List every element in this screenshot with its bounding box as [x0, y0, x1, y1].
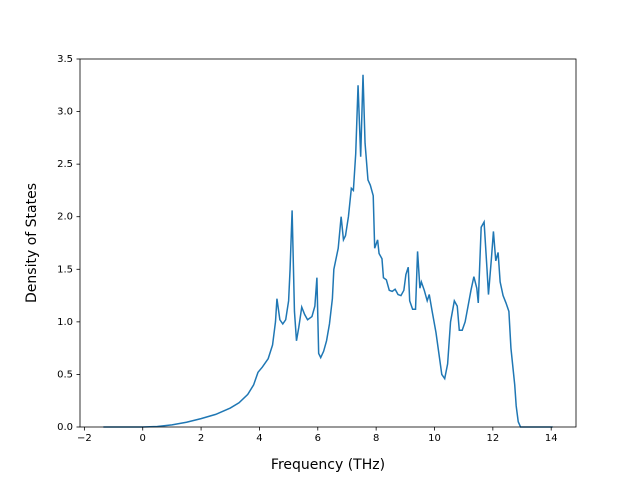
x-tick-label: 14 [545, 433, 558, 444]
x-tick-label: −2 [77, 433, 92, 444]
x-tick-label: 6 [315, 433, 321, 444]
y-tick-label: 0.0 [57, 422, 73, 433]
x-tick-label: 12 [486, 433, 499, 444]
y-tick-label: 1.5 [57, 264, 73, 275]
y-tick-label: 2.5 [57, 159, 73, 170]
y-tick-label: 2.0 [57, 212, 73, 223]
y-tick-label: 1.0 [57, 317, 73, 328]
y-tick-label: 3.0 [57, 107, 73, 118]
plot-frame [79, 58, 577, 428]
x-tick-label: 8 [373, 433, 379, 444]
x-axis-label: Frequency (THz) [271, 457, 385, 473]
y-axis-label: Density of States [24, 183, 40, 303]
x-tick-label: 2 [198, 433, 204, 444]
y-tick-label: 3.5 [57, 54, 73, 65]
y-tick-label: 0.5 [57, 369, 73, 380]
x-tick-label: 4 [256, 433, 262, 444]
x-tick-label: 10 [428, 433, 441, 444]
line [103, 74, 553, 428]
x-tick-label: 0 [140, 433, 146, 444]
